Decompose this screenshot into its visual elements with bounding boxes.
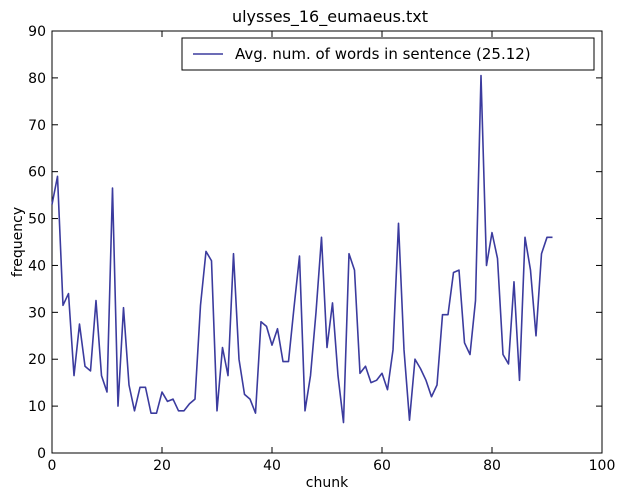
x-tick-label: 60: [373, 458, 391, 474]
y-axis-label: frequency: [10, 207, 26, 277]
plot-area: [51, 30, 603, 454]
legend-entry-label: Avg. num. of words in sentence (25.12): [235, 45, 531, 63]
x-axis-label: chunk: [306, 475, 349, 491]
x-tick-label: 0: [48, 458, 57, 474]
x-tick-label: 20: [153, 458, 171, 474]
y-tick-label: 80: [28, 71, 46, 87]
legend: Avg. num. of words in sentence (25.12): [181, 37, 595, 71]
plot-frame: [51, 30, 603, 454]
y-tick-label: 20: [28, 352, 46, 368]
y-tick-label: 90: [28, 24, 46, 40]
y-tick-label: 0: [37, 446, 46, 462]
x-tick-label: 80: [483, 458, 501, 474]
x-axis: 0 20 40 60 80 100: [48, 31, 616, 474]
y-tick-label: 30: [28, 305, 46, 321]
legend-box: [181, 37, 595, 71]
y-axis: 0 10 20 30 40 50 60 70 80 90: [28, 24, 602, 462]
y-tick-label: 50: [28, 212, 46, 228]
y-tick-label: 70: [28, 118, 46, 134]
y-tick-label: 60: [28, 165, 46, 181]
x-tick-label: 100: [589, 458, 616, 474]
chart-title: ulysses_16_eumaeus.txt: [232, 7, 428, 27]
y-tick-label: 40: [28, 258, 46, 274]
x-tick-label: 40: [263, 458, 281, 474]
y-tick-label: 10: [28, 399, 46, 415]
series-line: [51, 74, 553, 424]
